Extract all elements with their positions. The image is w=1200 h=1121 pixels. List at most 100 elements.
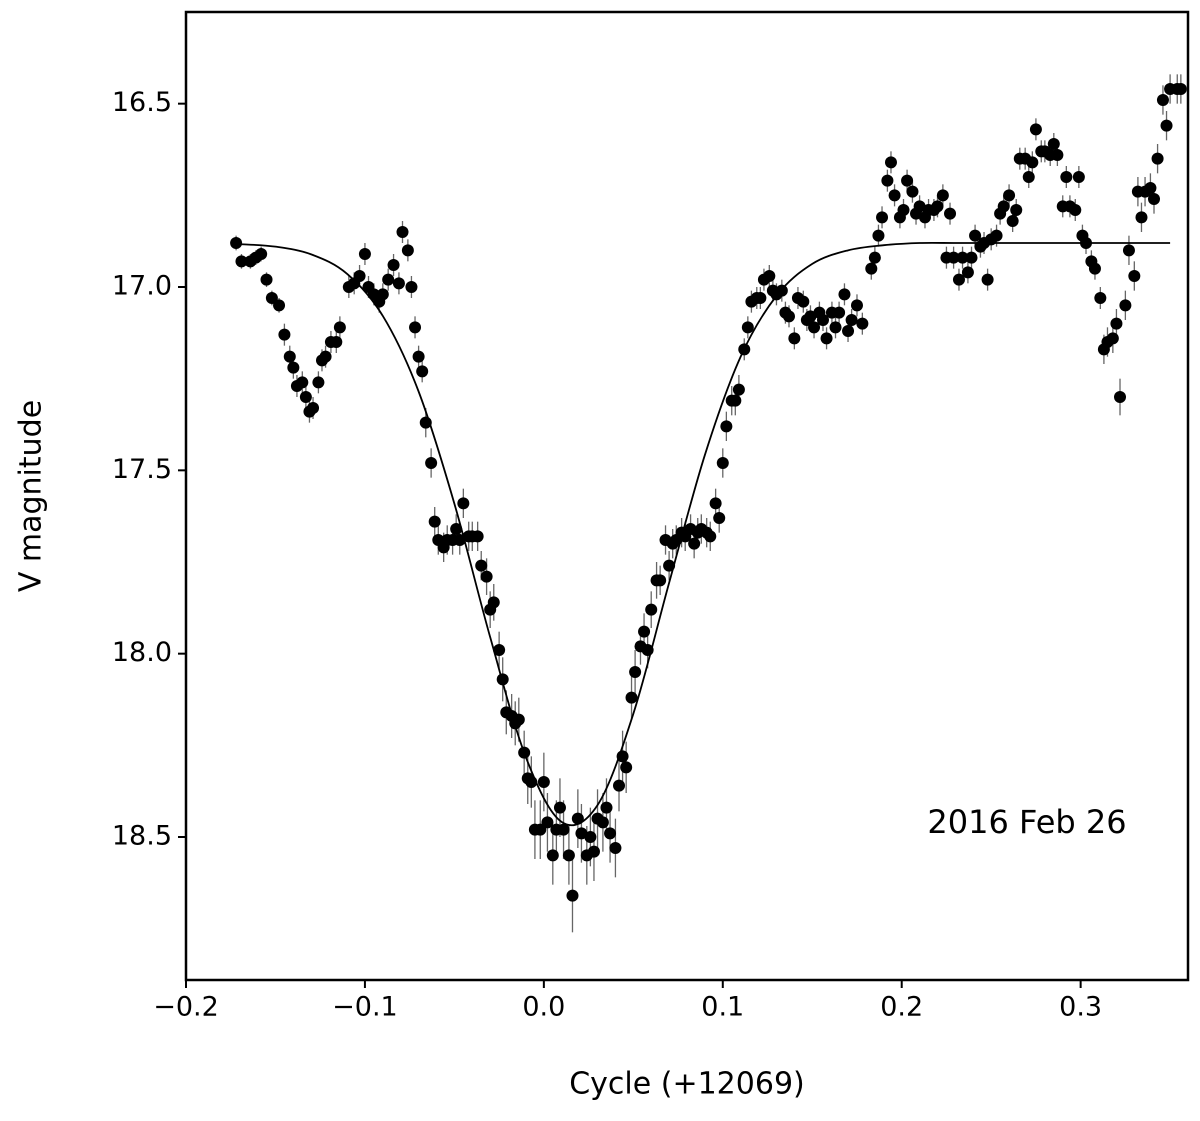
data-point bbox=[720, 420, 733, 433]
data-point bbox=[645, 603, 658, 616]
data-point bbox=[1135, 211, 1148, 224]
data-point bbox=[480, 570, 493, 583]
data-point bbox=[425, 457, 438, 469]
data-point bbox=[541, 816, 554, 829]
data-point bbox=[856, 317, 869, 330]
data-point bbox=[376, 288, 389, 301]
data-point bbox=[969, 229, 982, 242]
data-point bbox=[1022, 171, 1035, 183]
data-point bbox=[278, 328, 291, 341]
data-point bbox=[901, 174, 914, 187]
y-tick-label: 18.5 bbox=[112, 821, 172, 852]
y-tick-label: 17.5 bbox=[112, 454, 172, 485]
data-point bbox=[829, 321, 842, 334]
data-point bbox=[1174, 83, 1187, 95]
data-point bbox=[1156, 94, 1169, 106]
data-point bbox=[596, 816, 609, 829]
data-point bbox=[260, 273, 273, 286]
data-point bbox=[299, 391, 312, 403]
data-point bbox=[1094, 292, 1107, 304]
x-tick-label: −0.2 bbox=[153, 992, 219, 1023]
data-point bbox=[838, 288, 851, 301]
data-point bbox=[865, 262, 878, 275]
data-point bbox=[1010, 204, 1023, 216]
data-point bbox=[688, 537, 701, 550]
data-point bbox=[428, 515, 441, 528]
y-axis-label: V magnitude bbox=[14, 400, 49, 592]
data-point bbox=[1051, 149, 1064, 161]
data-point bbox=[782, 310, 795, 323]
data-point bbox=[566, 889, 579, 902]
data-point bbox=[382, 273, 395, 286]
data-point bbox=[416, 365, 429, 378]
data-point bbox=[553, 801, 566, 814]
data-point bbox=[876, 211, 889, 224]
data-point bbox=[713, 512, 726, 524]
data-point bbox=[412, 350, 425, 363]
data-point bbox=[881, 174, 894, 187]
data-point bbox=[600, 801, 613, 814]
data-point bbox=[961, 266, 974, 279]
data-point bbox=[450, 523, 463, 535]
data-point bbox=[587, 845, 600, 858]
data-point bbox=[604, 827, 617, 840]
data-point bbox=[1069, 204, 1082, 216]
data-point bbox=[808, 321, 821, 334]
data-point bbox=[392, 277, 405, 290]
data-point bbox=[704, 530, 717, 543]
x-tick-label: 0.3 bbox=[1059, 992, 1102, 1023]
data-point bbox=[1128, 270, 1141, 282]
data-point bbox=[330, 336, 343, 348]
data-point bbox=[741, 321, 754, 334]
data-point bbox=[609, 842, 622, 854]
data-point bbox=[884, 156, 897, 169]
data-point bbox=[638, 625, 651, 638]
data-point bbox=[1148, 193, 1161, 205]
data-point bbox=[997, 200, 1010, 213]
data-point bbox=[1160, 119, 1173, 132]
data-point bbox=[312, 376, 325, 389]
data-point bbox=[620, 761, 633, 774]
data-point bbox=[1106, 332, 1119, 345]
data-point bbox=[471, 530, 484, 543]
data-point bbox=[319, 350, 332, 363]
data-point bbox=[1026, 156, 1039, 169]
x-tick-label: 0.1 bbox=[701, 992, 744, 1023]
data-point bbox=[333, 321, 346, 334]
data-point bbox=[493, 644, 506, 656]
data-point bbox=[546, 849, 559, 862]
data-point bbox=[296, 376, 309, 389]
data-point bbox=[845, 314, 858, 326]
data-point bbox=[1006, 215, 1019, 227]
data-point bbox=[235, 255, 248, 268]
data-point bbox=[409, 321, 422, 334]
data-point bbox=[265, 292, 278, 304]
data-point bbox=[405, 281, 418, 293]
data-point bbox=[936, 189, 949, 202]
data-point bbox=[729, 394, 742, 407]
data-point bbox=[990, 229, 1003, 242]
data-point bbox=[820, 332, 833, 345]
data-point bbox=[709, 497, 722, 510]
data-point bbox=[956, 251, 969, 264]
plot-frame bbox=[184, 10, 1190, 982]
data-point bbox=[1122, 244, 1135, 257]
data-point bbox=[230, 237, 243, 249]
y-tick-label: 16.5 bbox=[112, 87, 172, 118]
data-point bbox=[557, 823, 570, 836]
data-point bbox=[534, 823, 547, 836]
data-point bbox=[763, 270, 776, 282]
x-tick-label: −0.1 bbox=[332, 992, 398, 1023]
data-point bbox=[888, 189, 901, 202]
data-point bbox=[1114, 391, 1127, 403]
data-point bbox=[906, 185, 919, 198]
data-point bbox=[1072, 171, 1085, 183]
data-point bbox=[613, 779, 626, 792]
annotation: 2016 Feb 26 bbox=[927, 803, 1126, 841]
data-point bbox=[1110, 317, 1123, 330]
data-point bbox=[307, 402, 320, 414]
data-point bbox=[732, 383, 745, 396]
data-point bbox=[1060, 171, 1073, 183]
